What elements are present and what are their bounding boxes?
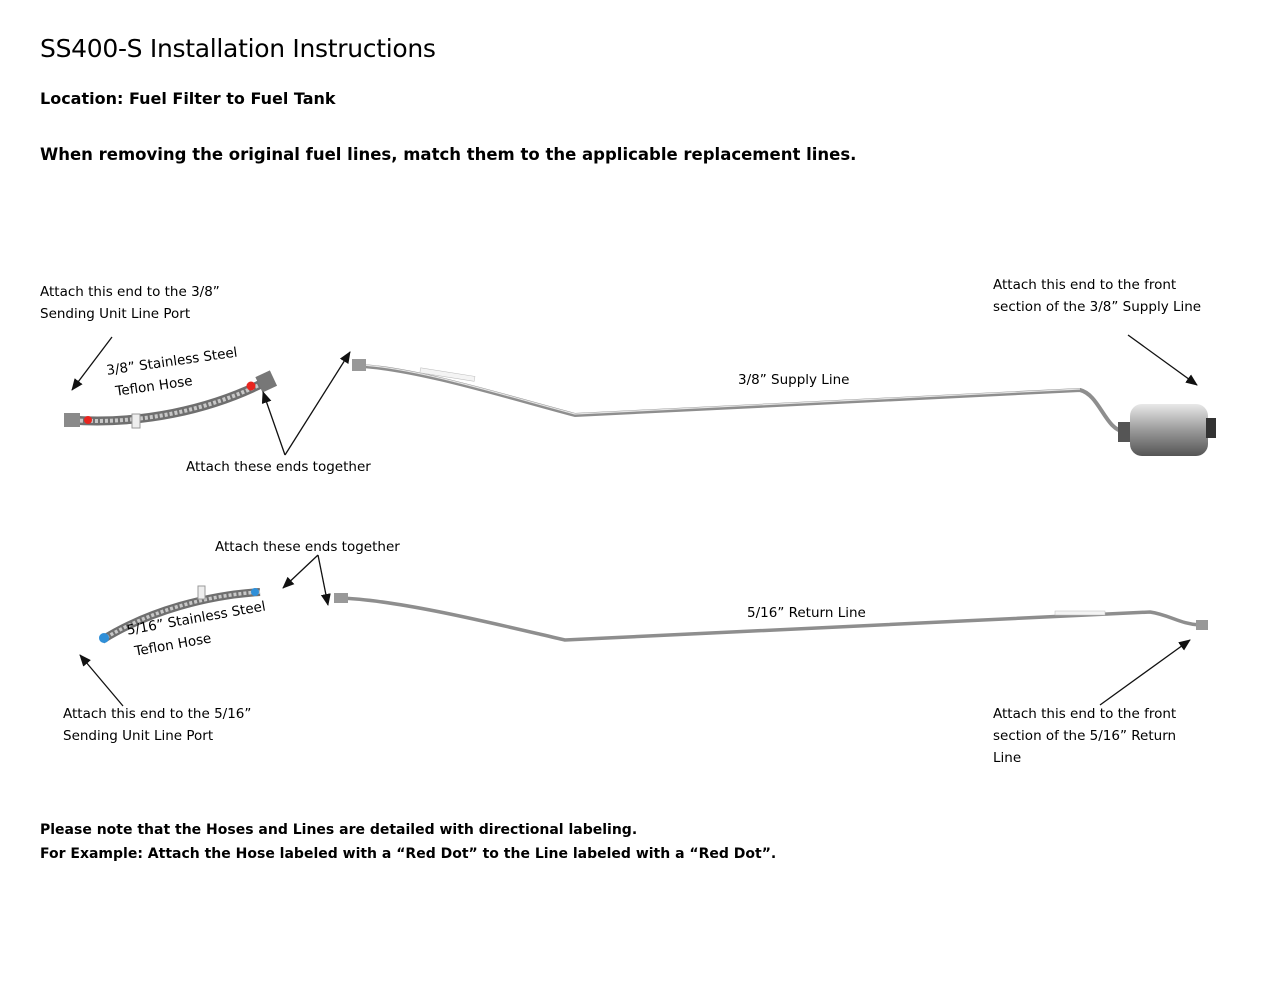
arrow bbox=[317, 554, 331, 606]
supply-line bbox=[352, 359, 1216, 456]
supply-front-label: Attach this end to the front section of … bbox=[993, 274, 1201, 318]
blue-dot-marker bbox=[99, 633, 109, 643]
label-line: Line bbox=[993, 750, 1022, 766]
label-line: Attach this end to the 3/8” bbox=[40, 284, 220, 300]
note-line-2: For Example: Attach the Hose labeled wit… bbox=[40, 846, 777, 862]
supply-hose-end-label: Attach this end to the 3/8” Sending Unit… bbox=[40, 281, 220, 325]
return-hose bbox=[99, 585, 261, 644]
return-hose-end-label: Attach this end to the 5/16” Sending Uni… bbox=[63, 703, 251, 747]
arrow bbox=[282, 554, 319, 589]
hose-fitting bbox=[255, 370, 278, 393]
red-dot-marker bbox=[246, 381, 256, 391]
supply-hose bbox=[64, 370, 278, 429]
arrow bbox=[79, 654, 124, 707]
page-title: SS400-S Installation Instructions bbox=[40, 34, 436, 63]
return-line bbox=[334, 593, 1208, 642]
instruction-text: When removing the original fuel lines, m… bbox=[40, 145, 857, 164]
label-line: section of the 3/8” Supply Line bbox=[993, 299, 1202, 315]
location-heading: Location: Fuel Filter to Fuel Tank bbox=[40, 89, 336, 108]
hose-fitting bbox=[64, 413, 80, 427]
arrow bbox=[71, 336, 113, 391]
supply-join-label: Attach these ends together bbox=[186, 459, 371, 475]
arrows bbox=[71, 334, 1198, 707]
return-front-label: Attach this end to the front section of … bbox=[993, 703, 1176, 769]
arrow bbox=[1099, 639, 1191, 706]
fuel-filter bbox=[1130, 404, 1208, 456]
filter-outlet bbox=[1206, 418, 1216, 438]
hose-tag bbox=[131, 413, 141, 429]
note-line-1: Please note that the Hoses and Lines are… bbox=[40, 822, 638, 838]
arrow bbox=[1127, 334, 1198, 386]
arrow bbox=[284, 351, 351, 456]
blue-dot-marker bbox=[251, 588, 259, 596]
line-label-sticker bbox=[1054, 610, 1106, 616]
line-fitting bbox=[1196, 620, 1208, 630]
label-line: Sending Unit Line Port bbox=[63, 728, 214, 744]
red-dot-marker bbox=[84, 416, 92, 424]
return-line-label: 5/16” Return Line bbox=[747, 605, 866, 621]
label-line: Attach this end to the 5/16” bbox=[63, 706, 252, 722]
line-fitting bbox=[352, 359, 366, 371]
label-line: Attach this end to the front bbox=[993, 277, 1177, 293]
return-join-label: Attach these ends together bbox=[215, 539, 400, 555]
hose-tag bbox=[197, 585, 206, 600]
arrow bbox=[261, 391, 286, 456]
supply-line-label: 3/8” Supply Line bbox=[738, 372, 850, 388]
line-fitting bbox=[334, 593, 348, 603]
label-line: Sending Unit Line Port bbox=[40, 306, 191, 322]
label-line: section of the 5/16” Return bbox=[993, 728, 1177, 744]
label-line: Attach this end to the front bbox=[993, 706, 1177, 722]
line-label-sticker bbox=[419, 367, 476, 382]
